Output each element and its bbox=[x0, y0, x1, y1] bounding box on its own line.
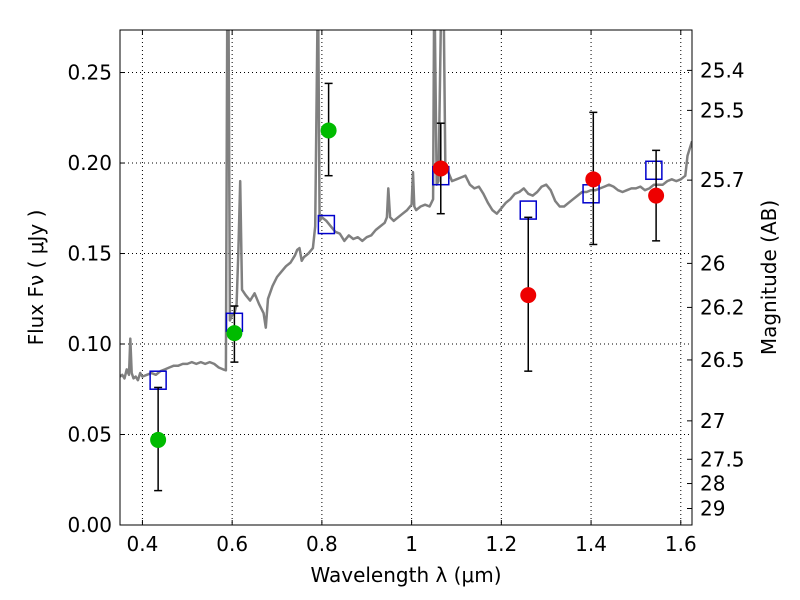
observed-red-point bbox=[432, 160, 449, 177]
y-axis-label: Flux Fν ( μJy ) bbox=[24, 210, 48, 346]
grid-lines bbox=[120, 30, 692, 526]
model-square-marker bbox=[582, 184, 600, 204]
right-tick-label: 26.2 bbox=[700, 295, 745, 319]
right-axis-label: Magnitude (AB) bbox=[757, 200, 781, 355]
right-tick-label: 25.5 bbox=[700, 98, 745, 122]
model-square-marker bbox=[645, 160, 663, 181]
observed-green-point bbox=[320, 122, 337, 139]
x-axis-label: Wavelength λ (μm) bbox=[310, 563, 501, 587]
y-tick-label: 0.15 bbox=[67, 242, 112, 266]
x-tick-label: 1.2 bbox=[485, 532, 517, 556]
y-tick-label: 0.00 bbox=[67, 513, 112, 537]
observed-red-point bbox=[648, 187, 665, 204]
observed-red-point bbox=[585, 171, 602, 188]
x-tick-label: 0.4 bbox=[127, 532, 159, 556]
x-tick-label: 1.6 bbox=[665, 532, 697, 556]
y-tick-label: 0.10 bbox=[67, 332, 112, 356]
observed-green-point bbox=[226, 325, 243, 342]
photometry-markers bbox=[149, 82, 665, 492]
y-tick-label: 0.05 bbox=[67, 423, 112, 447]
right-tick-label: 27.5 bbox=[700, 447, 745, 471]
observed-green-point bbox=[150, 431, 167, 448]
x-tick-label: 1.4 bbox=[575, 532, 607, 556]
x-tick-label: 1 bbox=[405, 532, 418, 556]
right-tick-label: 27 bbox=[700, 409, 725, 433]
y-tick-label: 0.20 bbox=[67, 151, 112, 175]
y-tick-label: 0.25 bbox=[67, 61, 112, 85]
model-square-marker bbox=[317, 214, 336, 235]
right-tick-label: 25.4 bbox=[700, 58, 745, 82]
x-tick-label: 0.8 bbox=[306, 532, 338, 556]
axis-ticks: 0.4 0.6 0.8 1 1.2 1.4 1.6 0.00 0.05 0.10 0.15 0.20 0… bbox=[67, 30, 745, 556]
right-tick-label: 25.7 bbox=[700, 168, 745, 192]
plot-frame bbox=[119, 29, 693, 526]
spectrum-series-line bbox=[120, 30, 692, 382]
model-square-marker bbox=[519, 200, 538, 220]
right-tick-label: 26.5 bbox=[700, 348, 745, 372]
right-tick-label: 29 bbox=[700, 496, 725, 520]
right-tick-label: 26 bbox=[700, 251, 725, 275]
right-tick-label: 28 bbox=[700, 472, 725, 496]
x-tick-label: 0.6 bbox=[216, 532, 248, 556]
observed-red-point bbox=[520, 287, 537, 304]
spectrum-line bbox=[120, 30, 692, 382]
